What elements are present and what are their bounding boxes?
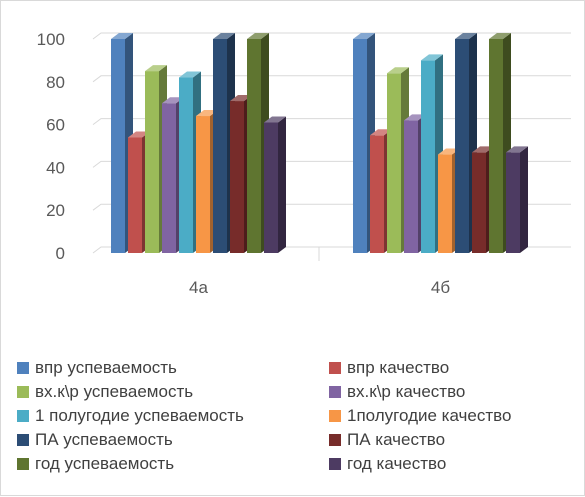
- legend-swatch: [17, 386, 29, 398]
- legend-item-0: впр успеваемость: [17, 358, 329, 378]
- gridline-5: [92, 32, 571, 40]
- bar-4б-4: [421, 54, 443, 254]
- legend-item-5: 1полугодие качество: [329, 406, 577, 426]
- legend-label: 1полугодие качество: [347, 406, 512, 425]
- legend-swatch: [329, 434, 341, 446]
- legend-swatch: [17, 410, 29, 422]
- y-tick-label-5: 100: [37, 30, 65, 49]
- bar-4а-9: [264, 116, 286, 254]
- legend-swatch: [329, 458, 341, 470]
- legend-label: вх.к\р успеваемость: [35, 382, 194, 401]
- legend-item-2: вх.к\р успеваемость: [17, 382, 329, 402]
- legend-swatch: [329, 362, 341, 374]
- y-tick-label-4: 80: [46, 73, 65, 92]
- legend-item-3: вх.к\р качество: [329, 382, 577, 402]
- legend-item-1: впр качество: [329, 358, 577, 378]
- legend-label: ПА качество: [347, 430, 446, 449]
- legend-item-8: год успеваемость: [17, 454, 329, 474]
- legend-label: год успеваемость: [35, 454, 175, 473]
- legend-label: 1 полугодие успеваемость: [35, 406, 244, 425]
- y-tick-label-2: 40: [46, 158, 65, 177]
- legend-swatch: [17, 434, 29, 446]
- legend-item-7: ПА качество: [329, 430, 577, 450]
- y-tick-label-0: 0: [56, 244, 65, 263]
- y-tick-label-3: 60: [46, 116, 65, 135]
- x-tick-label-1: 4б: [431, 278, 450, 297]
- legend-swatch: [329, 386, 341, 398]
- legend-item-4: 1 полугодие успеваемость: [17, 406, 329, 426]
- legend-label: впр качество: [347, 358, 450, 377]
- legend-label: вх.к\р качество: [347, 382, 466, 401]
- legend-item-9: год качество: [329, 454, 577, 474]
- bar-4б-9: [506, 146, 528, 253]
- y-tick-label-1: 20: [46, 201, 65, 220]
- legend-item-6: ПА успеваемость: [17, 430, 329, 450]
- legend-label: ПА успеваемость: [35, 430, 173, 449]
- x-tick-label-0: 4а: [189, 278, 208, 297]
- legend-swatch: [17, 458, 29, 470]
- gridline-4: [92, 75, 571, 83]
- chart-legend: впр успеваемость впр качество вх.к\р успев…: [17, 358, 577, 474]
- legend-swatch: [329, 410, 341, 422]
- legend-label: год качество: [347, 454, 447, 473]
- legend-label: впр успеваемость: [35, 358, 177, 377]
- legend-swatch: [17, 362, 29, 374]
